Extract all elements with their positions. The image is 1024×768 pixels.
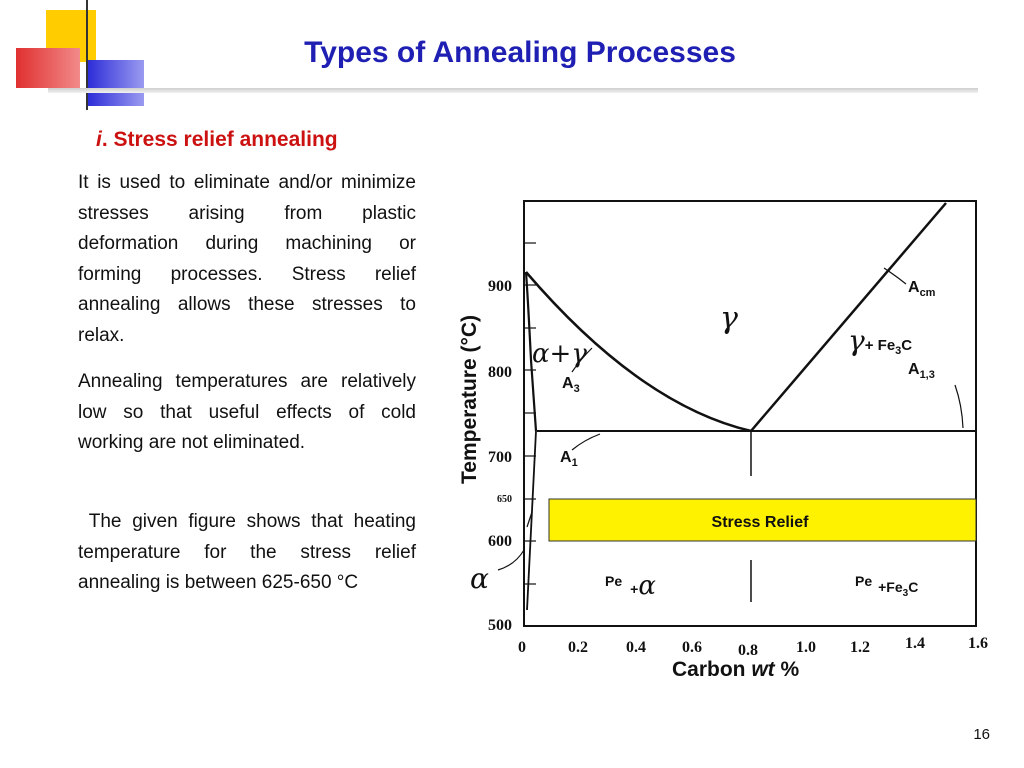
a3-label: A3: [562, 375, 580, 395]
paragraph-temperature: Annealing temperatures are relatively lo…: [78, 371, 416, 453]
x-tick-0.8: 0.8: [738, 642, 758, 659]
phase-diagram: Stress Relief 900 800 700 650 600 500 Te: [458, 200, 988, 681]
paragraph-purpose: It is used to eliminate and/or minimize …: [78, 172, 416, 346]
paragraph-figure-note: The given figure shows that heating temp…: [78, 511, 416, 593]
y-tick-600: 600: [488, 533, 512, 550]
pe-alpha-plus: +: [630, 581, 638, 597]
solvus-line: [526, 430, 537, 611]
a3-sub: 3: [574, 383, 580, 395]
x-tick-0: 0: [518, 639, 526, 656]
pe-fe3c-plus: +Fe: [878, 579, 903, 595]
pe-alpha-region-label: Pe +α: [605, 571, 656, 601]
gamma-region-label: γ: [720, 301, 738, 336]
x-axis-label-unit: %: [775, 658, 800, 681]
page-number: 16: [973, 726, 990, 743]
x-tick-1.2: 1.2: [850, 639, 870, 656]
x-axis-label-italic: wt: [751, 658, 775, 681]
x-tick-0.2: 0.2: [568, 639, 588, 656]
deco-blue-block: [86, 60, 144, 106]
alpha-gamma-region-label: α+γ: [532, 339, 587, 369]
x-tick-1.6: 1.6: [968, 635, 988, 652]
y-tick-800: 800: [488, 364, 512, 381]
pe-alpha-text: Pe: [605, 573, 622, 589]
title-rule: [48, 88, 978, 93]
subtitle-numeral: i: [96, 128, 102, 151]
x-tick-1.4: 1.4: [905, 635, 925, 652]
a13-sub: 1,3: [920, 369, 935, 381]
y-tick-700: 700: [488, 449, 512, 466]
acm-main: A: [908, 279, 920, 296]
a13-label: A1,3: [908, 361, 935, 381]
stress-relief-label: Stress Relief: [712, 514, 810, 531]
x-axis-label-main: Carbon: [672, 658, 751, 681]
acm-label: Acm: [908, 279, 936, 299]
acm-sub: cm: [920, 287, 936, 299]
subtitle-text: . Stress relief annealing: [101, 128, 338, 151]
y-tick-900: 900: [488, 278, 512, 295]
pe-fe3c-text: Pe: [855, 573, 872, 589]
x-tick-0.4: 0.4: [626, 639, 646, 656]
leader-arrows: [497, 267, 964, 571]
alpha-boundary-line: [524, 271, 538, 432]
deco-red-block: [16, 48, 80, 88]
slide-title: Types of Annealing Processes: [304, 36, 736, 69]
gamma-fe3c-end: C: [901, 337, 912, 354]
section-subtitle: i. Stress relief annealing: [96, 128, 338, 152]
a1-main: A: [560, 449, 572, 466]
y-tick-650: 650: [497, 494, 512, 505]
a1-sub: 1: [572, 457, 578, 469]
x-tick-0.6: 0.6: [682, 639, 702, 656]
diagram-frame: [523, 200, 977, 627]
acm-line: [750, 202, 947, 432]
alpha-region-label: α: [470, 562, 489, 595]
gamma-fe3c-sub: 3: [895, 345, 901, 357]
stress-relief-band: [548, 498, 977, 542]
deco-vertical-line: [86, 0, 88, 110]
x-axis-label: Carbon wt %: [672, 658, 800, 681]
a3-line: [525, 271, 752, 433]
a13-main: A: [908, 361, 920, 378]
pe-fe3c-region-label: Pe +Fe3C: [855, 573, 918, 599]
pe-fe3c-sub: 3: [903, 588, 909, 599]
gamma-fe3c-greek: γ: [848, 324, 865, 357]
pe-alpha-greek: α: [638, 571, 656, 601]
y-tick-500: 500: [488, 617, 512, 634]
x-tick-1.0: 1.0: [796, 639, 816, 656]
pe-fe3c-end: C: [908, 579, 918, 595]
gamma-fe3c-text: + Fe: [865, 337, 895, 354]
a3-main: A: [562, 375, 574, 392]
gamma-fe3c-region-label: γ+ Fe3C: [848, 324, 912, 357]
a1-label: A1: [560, 449, 578, 469]
y-axis-label: Temperature (°C): [458, 315, 481, 484]
